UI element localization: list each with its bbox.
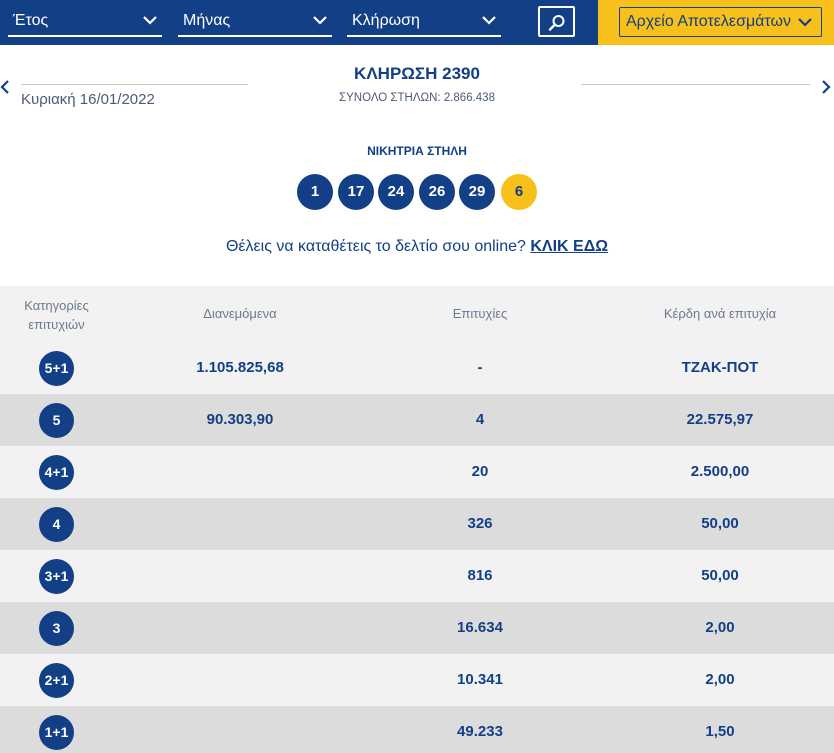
distributed-cell	[140, 550, 340, 602]
prize-cell: 1,50	[705, 723, 735, 740]
category-badge: 4	[39, 507, 74, 542]
winners-cell: 10.341	[457, 671, 503, 688]
online-promo: Θέλεις να καταθέτεις το δελτίο σου onlin…	[0, 238, 834, 256]
divider	[581, 84, 810, 85]
table-row: 4 326 50,00	[0, 498, 834, 550]
search-button[interactable]	[538, 6, 575, 37]
archive-dropdown[interactable]: Αρχείο Αποτελεσμάτων	[619, 7, 822, 37]
archive-panel: Αρχείο Αποτελεσμάτων	[598, 0, 834, 45]
distributed-cell: 1.105.825,68	[196, 359, 284, 376]
header-category-line2: επιτυχιών	[28, 317, 85, 332]
distributed-cell	[140, 446, 340, 498]
joker-ball: 6	[501, 174, 537, 210]
results-table-body: 5+1 1.105.825,68 - ΤΖΑΚ-ΠΟΤ 5 90.303,90 …	[0, 342, 834, 753]
category-badge: 5+1	[39, 351, 74, 386]
table-row: 5+1 1.105.825,68 - ΤΖΑΚ-ΠΟΤ	[0, 342, 834, 394]
number-ball: 24	[378, 174, 414, 210]
header-distributed: Διανεμόμενα	[203, 306, 277, 321]
filter-bar: Έτος Μήνας Κλήρωση Αρχείο Αποτελεσμάτων	[0, 0, 834, 45]
winners-cell: 326	[467, 515, 493, 532]
distributed-cell	[140, 706, 340, 753]
month-dropdown[interactable]: Μήνας	[178, 8, 332, 37]
year-dropdown[interactable]: Έτος	[8, 8, 162, 37]
prize-cell: 50,00	[701, 567, 739, 584]
category-badge: 2+1	[39, 663, 74, 698]
category-badge: 4+1	[39, 455, 74, 490]
winning-column-title: ΝΙΚΗΤΡΙΑ ΣΤΗΛΗ	[367, 144, 467, 158]
category-badge: 1+1	[39, 715, 74, 750]
year-dropdown-label: Έτος	[13, 12, 49, 29]
previous-draw-arrow-icon[interactable]	[0, 79, 10, 95]
number-ball: 29	[459, 174, 495, 210]
chevron-down-icon	[482, 16, 496, 25]
draw-date: Κυριακή 16/01/2022	[21, 91, 155, 108]
winners-cell: 49.233	[457, 723, 503, 740]
number-ball: 17	[338, 174, 374, 210]
total-columns: ΣΥΝΟΛΟ ΣΤΗΛΩΝ: 2.866.438	[339, 92, 495, 104]
click-here-link[interactable]: ΚΛΙΚ ΕΔΩ	[530, 238, 609, 255]
table-row: 5 90.303,90 4 22.575,97	[0, 394, 834, 446]
table-row: 1+1 49.233 1,50	[0, 706, 834, 753]
category-badge: 5	[39, 403, 74, 438]
table-row: 3 16.634 2,00	[0, 602, 834, 654]
draw-dropdown-label: Κλήρωση	[352, 12, 420, 29]
archive-dropdown-label: Αρχείο Αποτελεσμάτων	[626, 13, 791, 30]
number-ball: 26	[419, 174, 455, 210]
distributed-cell: 90.303,90	[206, 411, 274, 428]
header-prize: Κέρδη ανά επιτυχία	[663, 306, 777, 321]
category-badge: 3	[39, 611, 74, 646]
number-ball: 1	[297, 174, 333, 210]
draw-title: ΚΛΗΡΩΣΗ 2390	[354, 64, 480, 83]
chevron-down-icon	[313, 16, 327, 25]
winners-cell: 16.634	[457, 619, 503, 636]
table-row: 4+1 20 2.500,00	[0, 446, 834, 498]
distributed-cell	[140, 602, 340, 654]
draw-dropdown[interactable]: Κλήρωση	[347, 8, 501, 37]
month-dropdown-label: Μήνας	[183, 12, 231, 29]
distributed-cell	[140, 654, 340, 706]
table-header: Κατηγορίες επιτυχιών Διανεμόμενα Επιτυχί…	[0, 286, 834, 342]
distributed-cell	[140, 498, 340, 550]
header-winners: Επιτυχίες	[452, 306, 508, 321]
winners-cell: 20	[471, 463, 489, 480]
prize-cell: 22.575,97	[686, 411, 754, 428]
winners-cell: 4	[475, 411, 485, 428]
header-category: Κατηγορίες επιτυχιών	[0, 296, 113, 334]
online-promo-text: Θέλεις να καταθέτεις το δελτίο σου onlin…	[225, 238, 526, 255]
header-category-line1: Κατηγορίες	[24, 298, 89, 313]
prize-cell: 2,00	[705, 671, 735, 688]
category-badge: 3+1	[39, 559, 74, 594]
table-row: 2+1 10.341 2,00	[0, 654, 834, 706]
table-row: 3+1 816 50,00	[0, 550, 834, 602]
chevron-down-icon	[143, 16, 157, 25]
prize-cell: ΤΖΑΚ-ΠΟΤ	[681, 359, 759, 376]
chevron-down-icon	[798, 18, 812, 27]
search-icon	[548, 15, 565, 31]
prize-cell: 50,00	[701, 515, 739, 532]
next-draw-arrow-icon[interactable]	[821, 79, 831, 95]
winners-cell: 816	[467, 567, 493, 584]
prize-cell: 2,00	[705, 619, 735, 636]
winners-cell: -	[477, 359, 483, 376]
divider	[21, 84, 248, 85]
prize-cell: 2.500,00	[690, 463, 750, 480]
